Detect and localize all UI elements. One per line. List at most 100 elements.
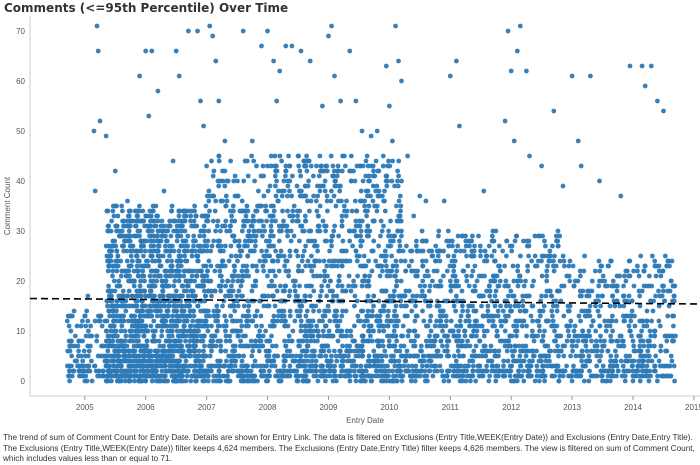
data-point: [344, 258, 350, 264]
data-point: [352, 303, 357, 309]
data-point: [149, 368, 155, 374]
data-point: [137, 308, 143, 314]
data-point: [381, 373, 387, 379]
data-point: [218, 178, 224, 184]
data-point: [107, 323, 113, 329]
data-point: [329, 188, 334, 194]
data-point: [193, 363, 199, 369]
data-point: [427, 333, 432, 339]
data-point: [274, 178, 279, 184]
data-point: [354, 298, 360, 304]
data-point: [484, 253, 490, 259]
data-point: [141, 353, 147, 359]
data-point: [339, 263, 345, 269]
data-point: [154, 238, 160, 244]
data-point: [330, 173, 335, 179]
data-point: [367, 228, 373, 234]
data-point: [289, 338, 295, 344]
data-point: [265, 163, 270, 169]
data-point: [324, 293, 330, 299]
data-point: [336, 278, 342, 284]
data-point: [161, 343, 167, 349]
data-point: [143, 213, 149, 219]
data-point: [434, 268, 440, 274]
data-point: [555, 238, 561, 244]
data-point: [320, 168, 325, 174]
data-point: [346, 283, 351, 289]
data-point: [401, 363, 407, 369]
data-point: [211, 238, 217, 244]
data-point: [369, 163, 374, 169]
data-point: [437, 258, 443, 264]
data-point: [408, 248, 413, 254]
data-point: [122, 378, 128, 384]
data-point: [613, 318, 619, 324]
data-point: [632, 323, 638, 329]
data-point: [207, 353, 213, 359]
data-point: [515, 268, 521, 274]
data-point: [223, 338, 229, 344]
data-point: [510, 378, 516, 384]
data-point: [664, 333, 670, 339]
y-tick-label: 50: [16, 127, 25, 136]
data-point: [217, 238, 223, 244]
data-point: [266, 283, 272, 289]
data-point: [645, 358, 651, 364]
data-point: [150, 278, 156, 284]
data-point: [193, 238, 198, 244]
data-point: [504, 303, 509, 309]
data-point: [365, 293, 371, 299]
data-point: [187, 348, 193, 354]
data-point: [285, 233, 290, 239]
data-point: [344, 343, 350, 349]
data-point: [118, 338, 124, 344]
data-point: [175, 333, 181, 339]
data-point: [144, 338, 150, 344]
data-point: [439, 368, 445, 374]
data-point: [218, 343, 224, 349]
data-point: [451, 253, 457, 259]
data-point: [155, 233, 161, 239]
data-point: [671, 313, 677, 319]
data-point: [332, 363, 337, 369]
data-point: [136, 323, 142, 329]
data-point: [538, 313, 543, 319]
data-point: [98, 313, 104, 319]
data-point: [225, 278, 231, 284]
data-point: [137, 203, 142, 209]
data-point: [381, 198, 387, 204]
data-point: [518, 318, 523, 324]
data-point: [184, 318, 190, 324]
data-point: [235, 373, 241, 379]
data-point: [254, 268, 260, 274]
data-point: [564, 323, 569, 329]
data-point: [466, 313, 471, 319]
data-point: [332, 73, 337, 79]
data-point: [555, 363, 561, 369]
data-point: [355, 273, 360, 279]
data-point: [281, 373, 287, 379]
data-point: [567, 278, 573, 284]
data-point: [314, 323, 319, 329]
data-point: [271, 58, 276, 64]
data-point: [403, 268, 409, 274]
data-point: [554, 323, 560, 329]
data-point: [582, 253, 587, 259]
data-point: [326, 308, 332, 314]
data-point: [394, 338, 399, 344]
data-point: [254, 323, 259, 329]
data-point: [158, 223, 164, 229]
data-point: [271, 203, 276, 209]
data-point: [159, 368, 165, 374]
data-point: [389, 378, 395, 384]
data-point: [353, 378, 359, 384]
data-point: [271, 208, 277, 214]
data-point: [364, 153, 370, 159]
trend-line: [29, 297, 700, 305]
data-point: [566, 273, 572, 279]
data-point: [114, 283, 120, 289]
data-point: [170, 368, 175, 374]
data-point: [361, 323, 367, 329]
data-point: [261, 268, 267, 274]
y-tick-label: 60: [16, 77, 25, 86]
